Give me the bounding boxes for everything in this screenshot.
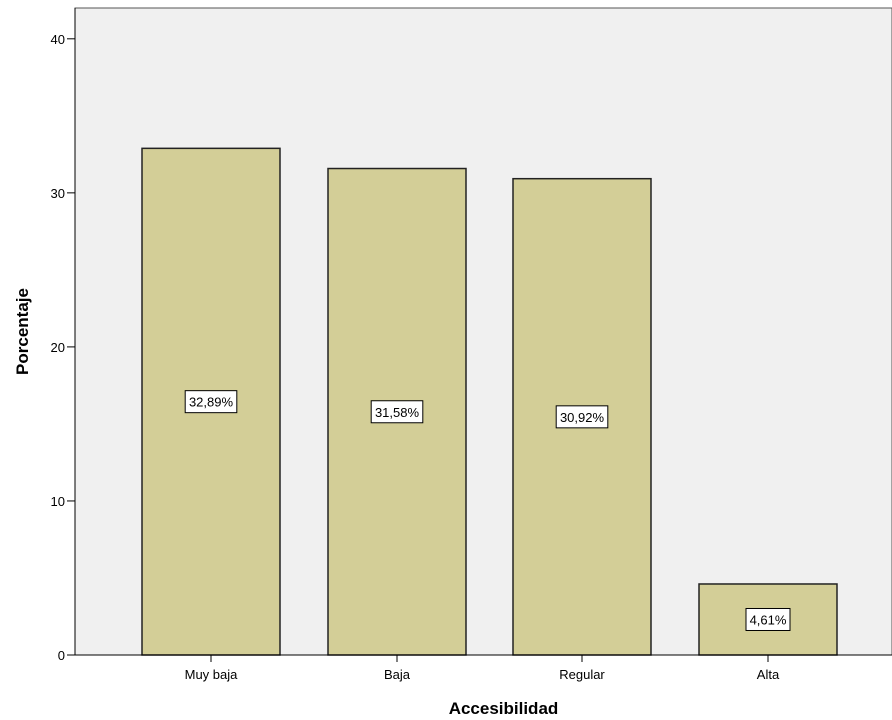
x-tick-label: Alta (757, 667, 780, 682)
data-label-box (184, 390, 238, 414)
data-label: 4,61% (750, 612, 787, 627)
y-ticks-layer: 0 10 20 30 40 (51, 32, 75, 663)
data-label: 31,58% (375, 405, 420, 420)
data-label: 30,92% (560, 410, 605, 425)
x-tick-label: Regular (559, 667, 605, 682)
y-tick-label: 30 (51, 186, 65, 201)
y-tick-label: 20 (51, 340, 65, 355)
y-tick-label: 10 (51, 494, 65, 509)
x-tick-label: Baja (384, 667, 411, 682)
x-ticks-layer: Muy baja Baja Regular Alta (185, 655, 780, 682)
data-label-box (370, 400, 424, 424)
y-tick-label: 40 (51, 32, 65, 47)
x-tick-label: Muy baja (185, 667, 239, 682)
data-labels-layer: 32,89% 31,58% 30,92% 4,61% (184, 390, 791, 631)
y-tick-label: 0 (58, 648, 65, 663)
data-label-box (555, 405, 609, 429)
x-axis-title: Accesibilidad (449, 699, 559, 718)
data-label: 32,89% (189, 395, 234, 410)
data-label-box (745, 607, 791, 631)
y-axis-title: Porcentaje (13, 288, 32, 375)
